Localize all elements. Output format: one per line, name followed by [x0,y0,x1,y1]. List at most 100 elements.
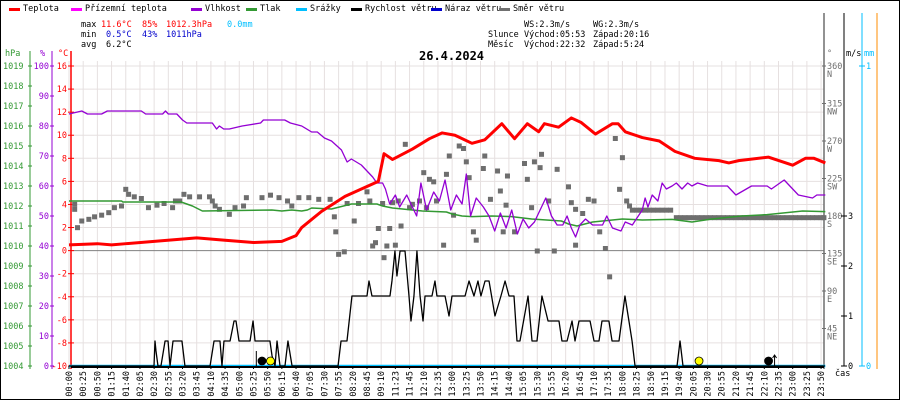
wind-direction-point [537,165,543,171]
legend-label: Přízemní teplota [85,4,167,14]
legend-swatch [71,7,82,11]
stats-max-temp: 11.6°C [101,20,132,30]
pressure-tick-label: 1016 [3,122,23,132]
wind-direction-point [624,198,630,204]
time-label: 17:35 [604,371,614,397]
time-label: 17:10 [590,371,600,397]
wind-direction-point [398,223,404,229]
legend-item: Směr větru [499,4,564,14]
wind-direction-point [161,201,167,206]
wind-direction-point [503,202,509,208]
moonrise: Východ:22:32 [524,40,586,50]
time-label: 09:10 [377,371,387,397]
wind-direction-point [500,229,506,235]
wind-gust-max: WG:2.3m/s [593,20,640,30]
wind-direction-point [767,215,773,221]
time-label: 14:15 [491,371,501,397]
wind-direction-point [364,189,370,195]
wind-direction-point [482,153,488,159]
wind-direction-point [531,159,537,165]
wind-direction-point [573,242,579,248]
time-label: 07:30 [320,371,330,397]
humidity-tick-label: 60 [39,182,49,192]
wind-direction-point [285,198,291,204]
wind-direction-point [551,248,557,254]
compass-label: E [827,295,832,305]
temperature-tick-label: 14 [57,85,67,95]
wind-direction-point [818,215,824,221]
wind-direction-point [805,215,811,221]
pressure-tick-label: 1014 [3,162,23,172]
time-label: 03:45 [193,371,203,397]
time-label: 18:00 [618,371,628,397]
stats-avg-temp: 6.2°C [106,40,132,50]
pressure-tick-label: 1015 [3,142,23,152]
wind-speed-tick-label: 3 [848,212,853,222]
stats-min-temp: 0.5°C [106,30,132,40]
humidity-tick-label: 90 [39,92,49,102]
time-label: 15:30 [533,371,543,397]
wind-direction-point [446,153,452,159]
sun-label: Slunce [488,30,519,40]
temperature-tick-label: -4 [57,293,67,303]
time-label: 04:35 [221,371,231,397]
wind-direction-point [741,215,747,221]
wind-direction-point [565,184,571,190]
wind-direction-point [267,192,273,198]
wind-direction-point [212,203,218,209]
time-label: 18:25 [633,371,643,397]
wind-direction-point [699,215,705,221]
legend-swatch [246,7,257,11]
wind-direction-point [409,201,415,207]
humidity-tick-label: 50 [39,212,49,222]
direction-tick-label: 270 [827,137,842,147]
pressure-tick-label: 1007 [3,302,23,312]
wind-direction-point [776,215,781,221]
time-label: 05:50 [264,371,274,397]
legend-label: Směr větru [513,4,565,14]
wind-direction-point [241,203,247,209]
wind-direction-point [629,207,635,213]
legend-item: Teplota [9,4,59,14]
wind-direction-point [524,176,530,182]
wind-direction-point [754,215,760,221]
temperature-tick-label: 4 [62,200,67,210]
temperature-tick-label: -8 [57,339,67,349]
wind-direction-point [243,195,249,201]
time-label: 03:20 [179,371,189,397]
pressure-tick-label: 1004 [3,362,23,372]
wind-direction-point [86,216,92,222]
time-label: 14:40 [505,371,515,397]
wind-direction-point [460,146,466,151]
wind-direction-point [99,212,105,218]
time-label: 11:45 [406,371,416,397]
wind-direction-point [170,205,176,211]
moonset: Západ:5:24 [593,40,645,50]
wind-direction-point [344,201,350,206]
wind-direction-point [788,215,794,221]
wind-direction-point [763,215,769,221]
temperature-tick-label: 10 [57,131,67,141]
wind-direction-point [434,198,440,204]
stats-avg-label: avg [81,40,97,50]
legend-item: Srážky [296,4,341,14]
time-label: 21:20 [732,371,742,397]
wind-direction-point [390,200,396,206]
compass-label: SE [827,258,837,268]
wind-direction-point [75,225,81,231]
compass-label: SW [827,183,838,193]
sunrise-marker [266,356,275,366]
legend-item: Rychlost větru [351,4,437,14]
wind-direction-point [797,215,803,221]
time-label: 00:25 [79,371,89,397]
time-label: 00:50 [93,371,103,397]
time-label: 02:30 [150,371,160,397]
wind-direction-point [497,188,503,194]
temperature-tick-label: 8 [62,154,67,164]
legend-swatch [9,7,20,11]
wind-direction-point [367,198,373,204]
wind-direction-point [821,215,827,221]
wind-direction-point [172,198,178,204]
pressure-tick-label: 1017 [3,102,23,112]
time-label: 22:10 [760,371,770,397]
